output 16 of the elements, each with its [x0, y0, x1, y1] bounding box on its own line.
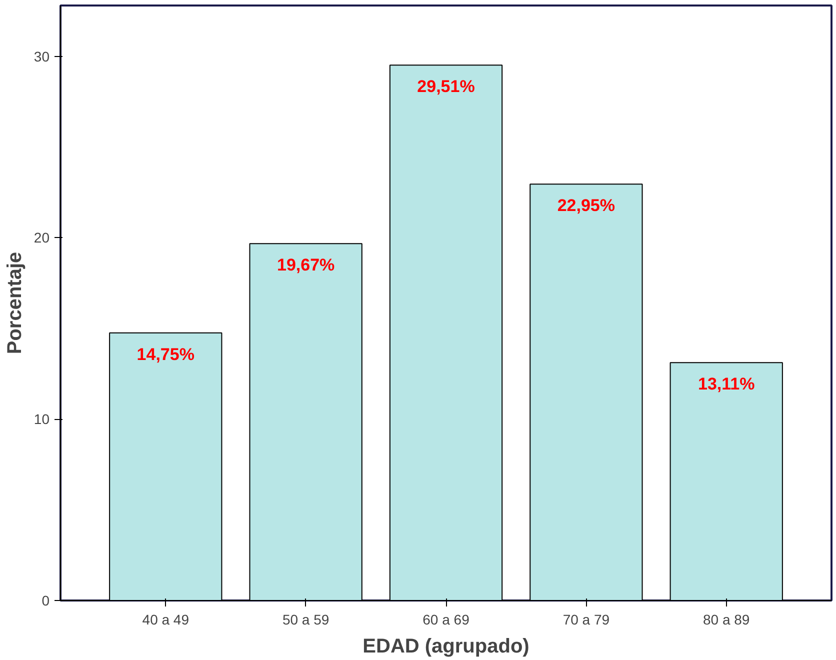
- y-tick-label: 30: [34, 48, 50, 64]
- data-label: 22,95%: [557, 196, 616, 216]
- x-tick-label: 40 a 49: [142, 612, 190, 628]
- data-label: 13,11%: [698, 374, 755, 394]
- x-axis-title: EDAD (agrupado): [362, 636, 530, 658]
- x-tick-label: 50 a 59: [282, 612, 330, 628]
- y-tick-label: 10: [34, 411, 50, 428]
- x-tick-label: 60 a 69: [422, 612, 470, 628]
- x-tick-label: 80 a 89: [703, 612, 750, 628]
- y-tick-label: 20: [34, 230, 50, 246]
- data-label: 29,51%: [417, 77, 475, 96]
- y-axis-title: Porcentaje: [4, 252, 26, 354]
- y-tick-label: 0: [42, 592, 50, 608]
- data-label: 19,67%: [276, 256, 335, 275]
- data-label: 14,75%: [136, 344, 194, 364]
- x-tick-label: 70 a 79: [562, 612, 610, 628]
